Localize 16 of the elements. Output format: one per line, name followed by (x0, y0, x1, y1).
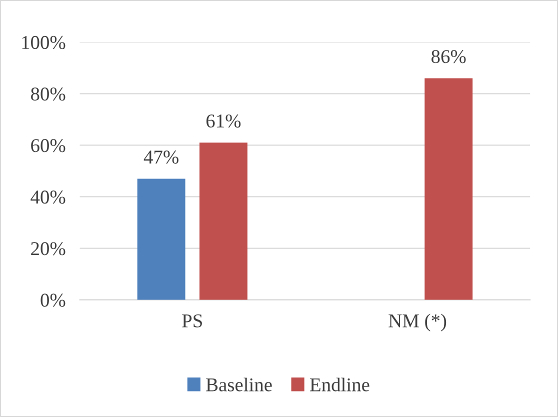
y-tick-label: 100% (22, 36, 66, 50)
data-label: 61% (206, 114, 241, 128)
bar (424, 78, 473, 300)
data-label: 47% (144, 150, 178, 164)
x-tick-label: PS (182, 314, 202, 328)
y-tick-label: 40% (30, 190, 66, 204)
x-tick-label: NM (*) (388, 314, 446, 332)
data-label: 86% (432, 50, 466, 64)
legend-label: Baseline (206, 378, 272, 392)
y-tick-label: 0% (40, 294, 66, 307)
y-tick-label: 20% (31, 242, 66, 256)
y-tick-label: 80% (31, 87, 66, 101)
bar (199, 142, 248, 300)
bar (137, 178, 186, 300)
legend-label: Endline (310, 378, 370, 392)
y-tick-label: 60% (31, 139, 66, 152)
